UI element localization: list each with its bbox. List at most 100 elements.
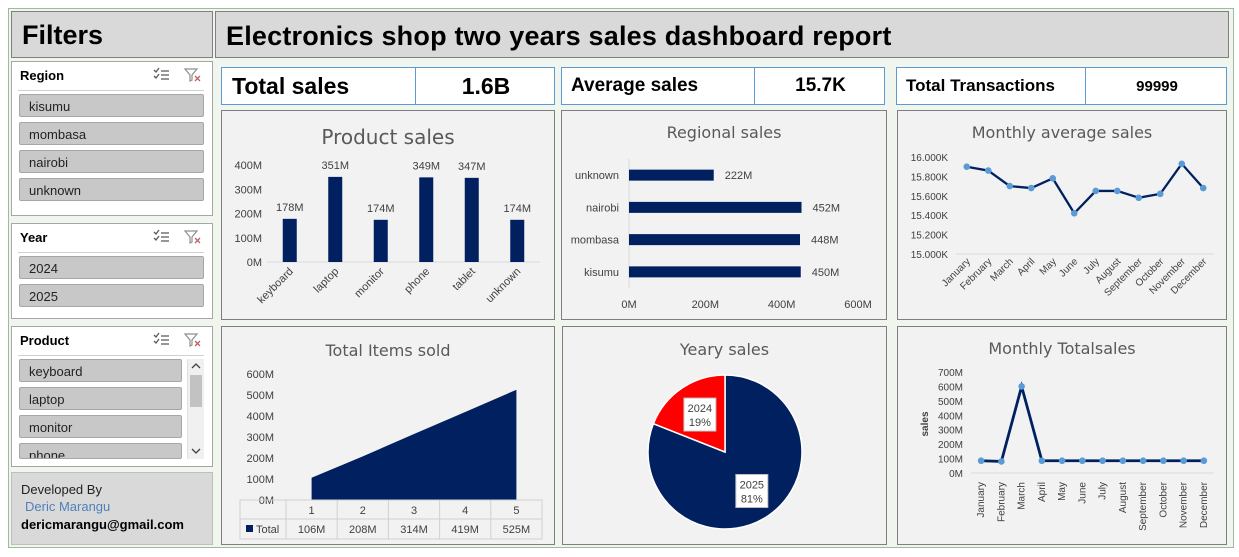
series-line <box>981 381 1204 463</box>
yeary-sales-chart: Yeary sales 2025 81% 2024 19% <box>562 326 887 545</box>
region-item-kisumu[interactable]: kisumu <box>19 94 204 117</box>
data-point <box>963 163 971 170</box>
product-item-laptop[interactable]: laptop <box>19 387 182 410</box>
slicer-divider <box>18 90 204 91</box>
kpi-divider <box>415 68 416 104</box>
y-tick-label: 300M <box>938 426 963 437</box>
data-point <box>1099 457 1106 465</box>
data-table-value: 525M <box>503 524 531 536</box>
data-point <box>1058 457 1066 465</box>
kpi-total-transactions: Total Transactions 99999 <box>896 67 1227 105</box>
year-item-2025[interactable]: 2025 <box>19 284 204 307</box>
data-table-value: 314M <box>400 524 428 536</box>
monthly-totalsales-chart: Monthly Totalsales 0M 100M 200M 300M 400M 500… <box>897 326 1227 545</box>
bar <box>464 177 479 262</box>
y-tick-label: 600M <box>938 382 963 393</box>
x-tick-label: 400M <box>768 299 796 311</box>
product-item-keyboard[interactable]: keyboard <box>19 359 182 382</box>
product-slicer-scrollbar[interactable] <box>187 359 204 459</box>
year-slicer: Year 2024 2025 <box>11 223 213 319</box>
series-line <box>966 161 1205 216</box>
clear-filter-icon[interactable] <box>184 67 202 83</box>
clear-filter-icon[interactable] <box>184 229 202 245</box>
y-tick-label: 400M <box>246 411 274 423</box>
data-point <box>1070 209 1078 217</box>
data-point <box>1092 187 1100 195</box>
data-label: 450M <box>812 267 840 279</box>
scroll-down-icon[interactable] <box>191 447 201 455</box>
x-tick-label: April <box>1037 482 1048 502</box>
bar <box>510 219 525 262</box>
y-tick-label: 15.000K <box>911 250 949 261</box>
developer-name: Deric Marangu <box>25 499 111 514</box>
x-tick-label: February <box>996 482 1007 522</box>
data-point <box>1079 457 1086 465</box>
y-tick-label: 16.000K <box>911 153 949 164</box>
data-label: 81% <box>741 493 763 505</box>
data-point <box>1006 182 1014 190</box>
data-label: 351M <box>321 160 349 172</box>
kpi-average-sales-value: 15.7K <box>795 75 846 96</box>
multi-select-icon[interactable] <box>152 229 170 245</box>
monthly-average-sales-chart: Monthly average sales 15.000K 15.200K 15.4… <box>897 110 1227 320</box>
region-item-unknown[interactable]: unknown <box>19 178 204 201</box>
bar <box>419 177 434 262</box>
clear-filter-icon[interactable] <box>184 332 202 348</box>
chart-title: Yeary sales <box>679 340 770 359</box>
product-slicer: Product keyboard laptop monitor phone <box>11 326 213 467</box>
region-item-mombasa[interactable]: mombasa <box>19 122 204 145</box>
scroll-up-icon[interactable] <box>191 362 201 370</box>
multi-select-icon[interactable] <box>152 67 170 83</box>
x-tick-label: August <box>1118 482 1129 513</box>
x-tick-label: May <box>1057 482 1068 501</box>
y-tick-label: 500M <box>246 390 274 402</box>
scrollbar-thumb[interactable] <box>190 375 202 407</box>
product-item-phone[interactable]: phone <box>19 443 182 459</box>
filters-title: Filters <box>11 11 213 58</box>
year-item-2024[interactable]: 2024 <box>19 256 204 279</box>
y-tick-label: 100M <box>234 233 262 245</box>
area-series <box>311 389 517 500</box>
x-tick-label: 3 <box>411 505 417 517</box>
bar <box>328 176 343 262</box>
y-tick-label: 400M <box>938 411 963 422</box>
year-slicer-label: Year <box>20 230 48 245</box>
y-tick-label: 15.200K <box>911 231 949 242</box>
data-point <box>1199 184 1207 192</box>
kpi-average-sales-label: Average sales <box>571 75 699 96</box>
y-tick-label: kisumu <box>584 267 619 279</box>
chart-title: Product sales <box>321 125 455 149</box>
data-point <box>977 457 985 465</box>
x-tick-label: July <box>1098 482 1109 500</box>
x-tick-label: March <box>1017 482 1028 510</box>
kpi-total-transactions-label: Total Transactions <box>906 76 1055 95</box>
data-label: 19% <box>689 417 711 429</box>
multi-select-icon[interactable] <box>152 332 170 348</box>
y-tick-label: 200M <box>246 453 274 465</box>
kpi-average-sales: Average sales 15.7K <box>561 67 885 105</box>
data-point <box>1160 457 1167 465</box>
x-tick-label: phone <box>402 266 432 296</box>
kpi-total-sales: Total sales 1.6B <box>221 67 555 105</box>
developer-box: Developed By Deric Marangu dericmarangu@… <box>11 472 213 545</box>
region-slicer: Region kisumu mombasa nairobi unknown <box>11 61 213 216</box>
chart-title: Regional sales <box>666 123 782 142</box>
x-tick-label: 4 <box>462 505 468 517</box>
product-item-monitor[interactable]: monitor <box>19 415 182 438</box>
data-point <box>984 167 992 174</box>
x-tick-label: October <box>1158 481 1169 517</box>
y-tick-label: 700M <box>938 368 963 379</box>
kpi-total-transactions-value: 99999 <box>1136 77 1178 95</box>
regional-sales-plot: unknown 222M nairobi 452M mombasa 448M kisumu 4… <box>571 159 872 311</box>
product-sales-plot: 0M 100M 200M 300M 400M 178M keyboard 351M laptop… <box>234 160 540 306</box>
data-label: 178M <box>276 202 304 214</box>
data-point <box>1139 457 1147 465</box>
y-tick-label: 15.800K <box>911 172 949 183</box>
y-tick-label: unknown <box>575 170 619 182</box>
y-tick-label: 600M <box>246 369 274 381</box>
x-tick-label: March <box>988 256 1015 283</box>
data-point <box>1113 187 1121 195</box>
data-label: 222M <box>725 170 753 182</box>
kpi-divider <box>754 68 755 104</box>
region-item-nairobi[interactable]: nairobi <box>19 150 204 173</box>
